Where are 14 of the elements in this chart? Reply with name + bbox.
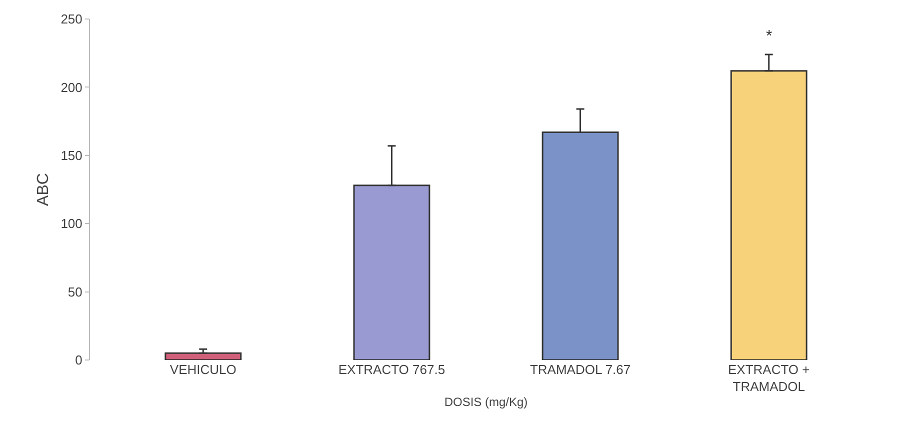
- annotation: *: [766, 28, 772, 45]
- y-axis-title: ABC: [35, 173, 52, 206]
- x-tick-label: TRAMADOL 7.67: [530, 362, 631, 377]
- y-tick-label: 250: [60, 12, 82, 27]
- x-tick-label: EXTRACTO + TRAMADOL: [728, 362, 810, 394]
- x-tick-label: VEHICULO: [170, 362, 236, 377]
- x-tick-label: EXTRACTO 767.5: [338, 362, 446, 377]
- y-tick-label: 0: [75, 352, 82, 368]
- y-tick-label: 50: [68, 284, 82, 300]
- bar: [164, 352, 242, 360]
- y-tick-label: 100: [60, 216, 82, 232]
- y-tick-label: 200: [60, 80, 82, 95]
- y-tick-label: 150: [60, 148, 82, 163]
- x-axis-title: DOSIS (mg/Kg): [444, 395, 528, 409]
